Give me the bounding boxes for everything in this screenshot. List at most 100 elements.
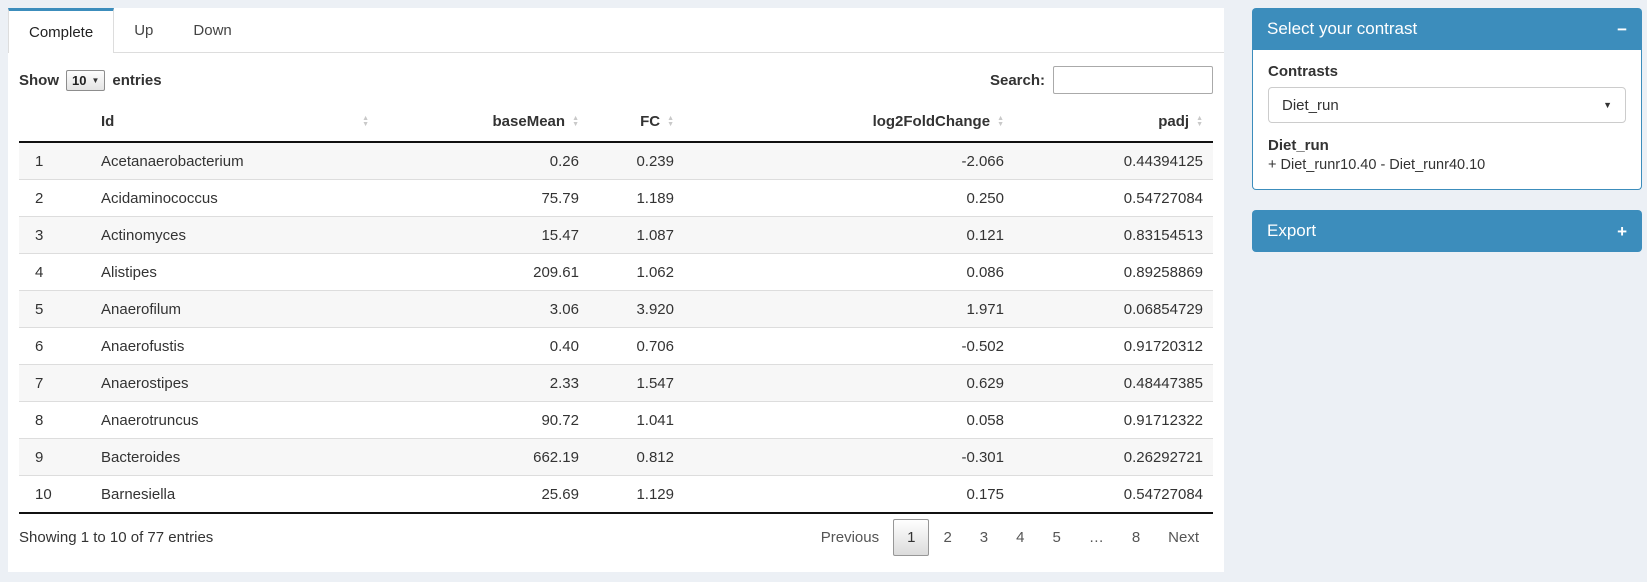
tab-up[interactable]: Up	[134, 21, 154, 39]
cell-id: Anaerostipes	[91, 364, 379, 402]
results-table: Id ▲ ▼ baseMean ▲ ▼ FC ▲ ▼ log2FoldChange ▲ ▼ padj ▲ ▼…	[19, 102, 1213, 514]
page-button-4[interactable]: 4	[1016, 529, 1025, 546]
page-button-…[interactable]: …	[1088, 529, 1104, 546]
expand-plus-icon[interactable]: +	[1617, 221, 1627, 241]
cell-id: Barnesiella	[91, 475, 379, 513]
cell-fc: 0.239	[636, 152, 674, 170]
page-button-5[interactable]: 5	[1052, 529, 1061, 546]
contrast-formula: + Diet_runr10.40 - Diet_runr40.10	[1268, 157, 1486, 173]
cell-log2foldchange: 0.175	[684, 475, 1014, 513]
cell-id: Acidaminococcus	[91, 179, 379, 217]
sort-icon: ▲ ▼	[362, 115, 369, 128]
entries-label: entries	[112, 71, 162, 89]
cell-padj: 0.06854729	[1014, 290, 1213, 328]
row-index-cell: 7	[19, 364, 91, 402]
sort-asc-arrow: ▲	[362, 115, 369, 122]
sort-asc-arrow: ▲	[997, 115, 1004, 122]
contrast-panel: Select your contrast − Contrasts Diet_ru…	[1252, 8, 1642, 190]
search-label: Search:	[989, 71, 1045, 89]
datatable-footer: Showing 1 to 10 of 77 entries Previous 1 2…	[19, 514, 1213, 556]
page-button-8[interactable]: 8	[1131, 529, 1141, 546]
table-row: 2 Acidaminococcus 75.79 1.189 0.250 0.5472708…	[19, 179, 1213, 217]
cell-basemean: 3.06	[379, 290, 589, 328]
cell-basemean: 662.19	[379, 438, 589, 476]
cell-fc: 1.129	[589, 475, 684, 513]
datatable-controls: Show 10 ▼ entries Search:	[19, 63, 1213, 97]
table-row: 5 Anaerofilum 3.06 3.920 1.971 0.06854729	[19, 290, 1213, 328]
page-button-next[interactable]: Next	[1168, 529, 1199, 546]
page-button-2[interactable]: 2	[943, 529, 952, 546]
cell-fc: 1.087	[589, 216, 684, 254]
contrast-select[interactable]: Diet_run ▼	[1268, 87, 1626, 123]
page-button-3[interactable]: 3	[979, 529, 989, 546]
cell-log2foldchange: 0.058	[684, 401, 1014, 439]
sort-desc-arrow: ▼	[572, 121, 579, 128]
contrast-panel-body: Contrasts Diet_run ▼ Diet_run + Diet_run…	[1252, 50, 1642, 190]
cell-fc: 1.041	[589, 401, 684, 439]
column-header-fc[interactable]: FC ▲ ▼	[589, 102, 684, 143]
contrast-name: Diet_run	[1268, 137, 1329, 154]
table-row: 4 Alistipes 209.61 1.062 0.086 0.89258869	[19, 253, 1213, 291]
cell-id: Anaerofustis	[91, 327, 379, 365]
row-index-cell: 4	[19, 253, 91, 291]
cell-log2foldchange: 0.629	[684, 364, 1014, 402]
cell-padj: 0.89258869	[1014, 253, 1213, 291]
table-row: 8 Anaerotruncus 90.72 1.041 0.058 0.91712322	[19, 401, 1213, 439]
export-panel-header[interactable]: Export +	[1252, 210, 1642, 252]
search-input[interactable]	[1053, 66, 1213, 94]
table-row: 3 Actinomyces 15.47 1.087 0.121 0.83154513	[19, 216, 1213, 254]
cell-id: Alistipes	[91, 253, 379, 291]
sort-icon: ▲ ▼	[572, 115, 579, 128]
table-row: 10 Barnesiella 25.69 1.129 0.175 0.54727084	[19, 475, 1213, 513]
page-length-value: 10	[72, 72, 87, 88]
column-header-log2foldchange[interactable]: log2FoldChange ▲ ▼	[684, 102, 1014, 143]
page-button-1[interactable]: 1	[893, 519, 930, 556]
cell-basemean: 0.26	[549, 152, 579, 170]
page-length-select[interactable]: 10 ▼	[66, 69, 106, 91]
row-index-cell: 6	[19, 327, 91, 365]
column-header-basemean[interactable]: baseMean ▲ ▼	[379, 102, 589, 143]
cell-fc: 1.062	[589, 253, 684, 291]
search-control: Search:	[990, 66, 1213, 94]
cell-basemean: 2.33	[379, 364, 589, 402]
contrast-panel-header[interactable]: Select your contrast −	[1252, 8, 1642, 50]
cell-padj: 0.91712322	[1014, 401, 1213, 439]
cell-id: Anaerotruncus	[91, 401, 379, 439]
cell-log2foldchange: -2.066	[961, 152, 1004, 170]
column-label: padj	[1158, 113, 1190, 130]
cell-fc: 0.812	[589, 438, 684, 476]
table-row: 7 Anaerostipes 2.33 1.547 0.629 0.48447385	[19, 364, 1213, 402]
chevron-down-icon: ▼	[1603, 100, 1612, 110]
pagination: Previous 1 2 3 4 5 … 8 Next	[807, 517, 1213, 556]
cell-fc: 1.547	[589, 364, 684, 402]
cell-log2foldchange: 0.086	[684, 253, 1014, 291]
column-header-index	[19, 102, 91, 143]
cell-basemean: 75.79	[379, 179, 589, 217]
column-header-id[interactable]: Id ▲ ▼	[91, 102, 379, 143]
collapse-minus-icon[interactable]: −	[1617, 19, 1627, 39]
row-index-cell: 2	[19, 179, 91, 217]
column-header-padj[interactable]: padj ▲ ▼	[1014, 102, 1213, 143]
row-index-cell: 9	[19, 438, 91, 476]
cell-basemean: 15.47	[379, 216, 589, 254]
column-label: baseMean	[492, 113, 566, 130]
sort-asc-arrow: ▲	[572, 115, 579, 122]
contrast-panel-title: Select your contrast	[1267, 19, 1418, 38]
datatable-area: Show 10 ▼ entries Search: Id ▲ ▼ baseMean ▲ ▼…	[8, 53, 1224, 556]
cell-basemean: 209.61	[379, 253, 589, 291]
cell-id: Acetanaerobacterium	[101, 152, 244, 170]
table-header-row: Id ▲ ▼ baseMean ▲ ▼ FC ▲ ▼ log2FoldChange ▲ ▼ padj ▲ ▼	[19, 102, 1213, 143]
sort-asc-arrow: ▲	[1196, 115, 1203, 122]
page-button-previous[interactable]: Previous	[820, 529, 880, 546]
cell-padj: 0.91720312	[1014, 327, 1213, 365]
row-index-cell: 1	[35, 152, 44, 170]
cell-id: Actinomyces	[91, 216, 379, 254]
sort-desc-arrow: ▼	[1196, 121, 1203, 128]
tab-down[interactable]: Down	[193, 21, 232, 39]
sort-desc-arrow: ▼	[667, 121, 674, 128]
sort-asc-arrow: ▲	[667, 115, 674, 122]
row-index-cell: 10	[19, 475, 91, 513]
tab-complete[interactable]: Complete	[8, 8, 115, 53]
table-row: 9 Bacteroides 662.19 0.812 -0.301 0.26292721	[19, 438, 1213, 476]
sort-icon: ▲ ▼	[667, 115, 674, 128]
